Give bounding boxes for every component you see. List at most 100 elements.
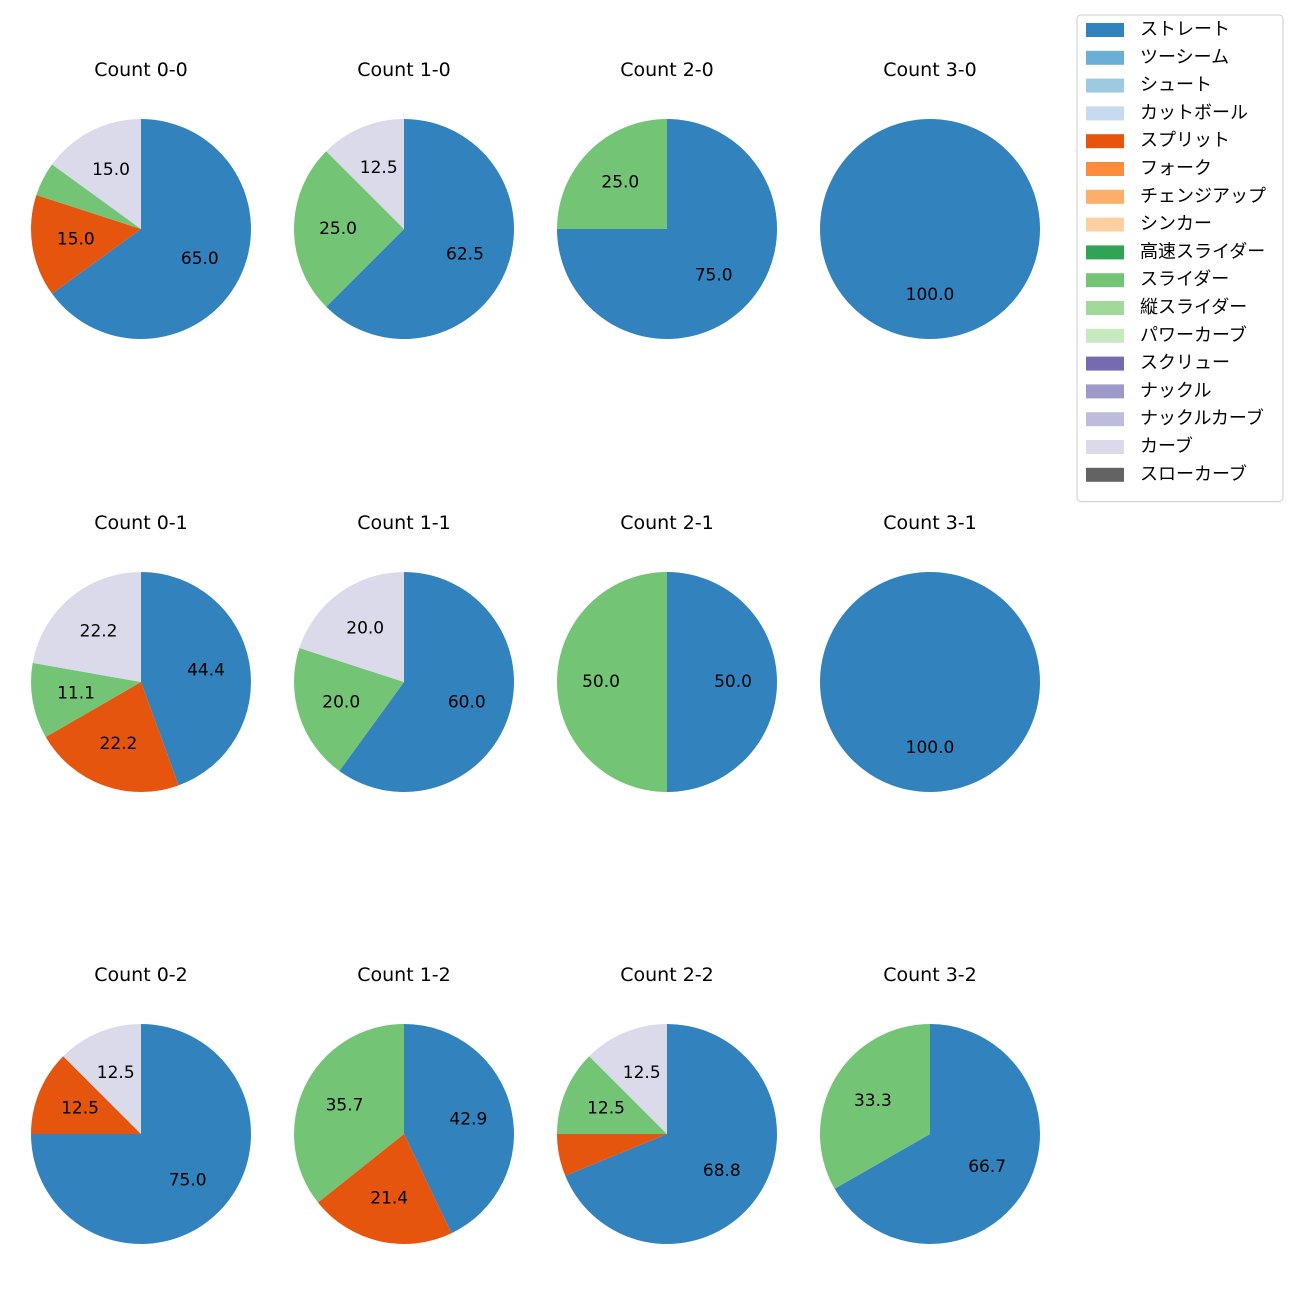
pie-slice <box>294 151 404 307</box>
legend-item: ツーシーム <box>1086 47 1229 68</box>
legend-label: チェンジアップ <box>1140 186 1266 207</box>
legend-label: スライダー <box>1140 269 1229 290</box>
pie-title: Count 2-0 <box>620 59 714 81</box>
pie-title: Count 1-0 <box>357 59 451 81</box>
pie-slice <box>820 572 1040 792</box>
pie-slice <box>299 572 404 682</box>
legend-label: スプリット <box>1140 130 1230 151</box>
pie-slice-label: 65.0 <box>181 249 219 269</box>
pie-slice <box>565 1024 777 1244</box>
legend-item: スライダー <box>1086 269 1229 290</box>
pie-title: Count 2-1 <box>620 512 714 534</box>
legend-swatch <box>1086 384 1124 399</box>
legend-item: カットボール <box>1086 102 1248 123</box>
pie-title: Count 3-1 <box>883 512 977 534</box>
legend-swatch <box>1086 245 1124 260</box>
pie-count-0-1: Count 0-1 44.4 22.2 11.1 22.2 <box>30 512 252 793</box>
legend-label: カーブ <box>1140 435 1193 457</box>
pie-count-2-1: Count 2-1 50.0 50.0 <box>557 512 777 792</box>
pie-slice-label: 100.0 <box>906 738 955 758</box>
legend-item: パワーカーブ <box>1086 324 1247 346</box>
pie-slice-label: 12.5 <box>587 1099 625 1119</box>
legend-item: シンカー <box>1086 214 1212 235</box>
legend-label: シュート <box>1140 75 1212 96</box>
pie-count-3-0: Count 3-0 100.0 <box>820 59 1040 339</box>
legend-label: ストレート <box>1140 19 1230 40</box>
legend-swatch <box>1086 50 1124 65</box>
legend-label: 縦スライダー <box>1140 297 1247 318</box>
legend-label: ツーシーム <box>1140 47 1229 68</box>
legend-swatch <box>1086 189 1124 204</box>
legend-swatch <box>1086 412 1124 427</box>
legend-item: ナックル <box>1086 380 1211 401</box>
legend-swatch <box>1086 356 1124 371</box>
legend-swatch <box>1086 134 1124 149</box>
legend-swatch <box>1086 328 1124 343</box>
legend-swatch <box>1086 273 1124 288</box>
pie-title: Count 0-2 <box>94 964 188 986</box>
pie-slice-label: 42.9 <box>449 1109 487 1129</box>
pie-title: Count 3-0 <box>883 59 977 81</box>
pie-count-2-2: Count 2-2 68.8 12.5 12.5 <box>556 964 777 1244</box>
legend-swatch <box>1086 23 1124 37</box>
legend-item: フォーク <box>1086 158 1212 179</box>
pie-slice <box>557 119 667 229</box>
pie-slice <box>52 119 251 339</box>
pie-slice-label: 35.7 <box>326 1095 364 1115</box>
pie-slice <box>294 1023 404 1203</box>
pie-count-1-1: Count 1-1 60.0 20.0 20.0 <box>293 512 514 792</box>
pie-slice <box>339 572 514 792</box>
pie-slice-label: 66.7 <box>968 1157 1006 1177</box>
pie-count-0-0: Count 0-0 65.0 15.0 15.0 <box>30 59 251 339</box>
pie-slice-label: 12.5 <box>61 1099 99 1119</box>
pie-slice-label: 50.0 <box>582 672 620 692</box>
pie-slice <box>819 1023 930 1189</box>
pie-title: Count 1-2 <box>357 964 451 986</box>
pie-slice <box>36 164 141 229</box>
legend-item: スプリット <box>1086 130 1230 151</box>
pie-slice <box>45 682 179 793</box>
pie-slice <box>556 1134 667 1176</box>
pie-slice-label: 15.0 <box>92 160 130 180</box>
pie-slice <box>557 1056 667 1134</box>
pie-slice <box>404 1024 514 1234</box>
pie-slice-label: 75.0 <box>169 1171 207 1191</box>
legend-label: 高速スライダー <box>1140 241 1265 262</box>
pie-slice-label: 12.5 <box>360 158 398 178</box>
legend-swatch <box>1086 217 1124 232</box>
pie-slice <box>589 1024 667 1134</box>
pie-slice-label: 25.0 <box>601 172 639 192</box>
pie-slice-label: 100.0 <box>906 285 955 305</box>
pie-slice-label: 22.2 <box>80 621 118 641</box>
pie-slice-label: 44.4 <box>187 661 225 681</box>
legend-swatch <box>1086 162 1124 176</box>
pie-slice <box>30 195 141 294</box>
legend-frame <box>1076 14 1284 503</box>
legend-label: フォーク <box>1140 158 1212 179</box>
pie-slice-label: 20.0 <box>322 692 360 712</box>
pie-count-0-2: Count 0-2 75.0 12.5 12.5 <box>31 964 251 1244</box>
pie-slice-label: 22.2 <box>100 734 138 754</box>
legend-item: ストレート <box>1086 19 1230 40</box>
pie-count-2-0: Count 2-0 75.0 25.0 <box>557 59 777 339</box>
legend-swatch <box>1086 106 1124 121</box>
pie-count-3-2: Count 3-2 66.7 33.3 <box>819 964 1040 1244</box>
legend-swatch <box>1086 78 1124 93</box>
legend-label: パワーカーブ <box>1140 324 1247 346</box>
pie-slice <box>326 118 515 339</box>
legend-item: スローカーブ <box>1086 463 1247 485</box>
legend-label: ナックルカーブ <box>1140 407 1264 429</box>
legend-item: 高速スライダー <box>1086 241 1265 262</box>
legend-swatch <box>1086 467 1124 482</box>
pie-slice-label: 21.4 <box>370 1188 408 1208</box>
pie-slice <box>820 119 1040 339</box>
pie-slice <box>557 572 667 792</box>
pie-slice-label: 25.0 <box>319 219 357 239</box>
legend-swatch <box>1086 301 1124 315</box>
pie-title: Count 3-2 <box>883 964 977 986</box>
pie-slice <box>30 662 141 737</box>
pie-slice-label: 68.8 <box>703 1161 741 1181</box>
pie-slice-label: 12.5 <box>97 1063 135 1083</box>
pie-title: Count 0-0 <box>94 59 188 81</box>
